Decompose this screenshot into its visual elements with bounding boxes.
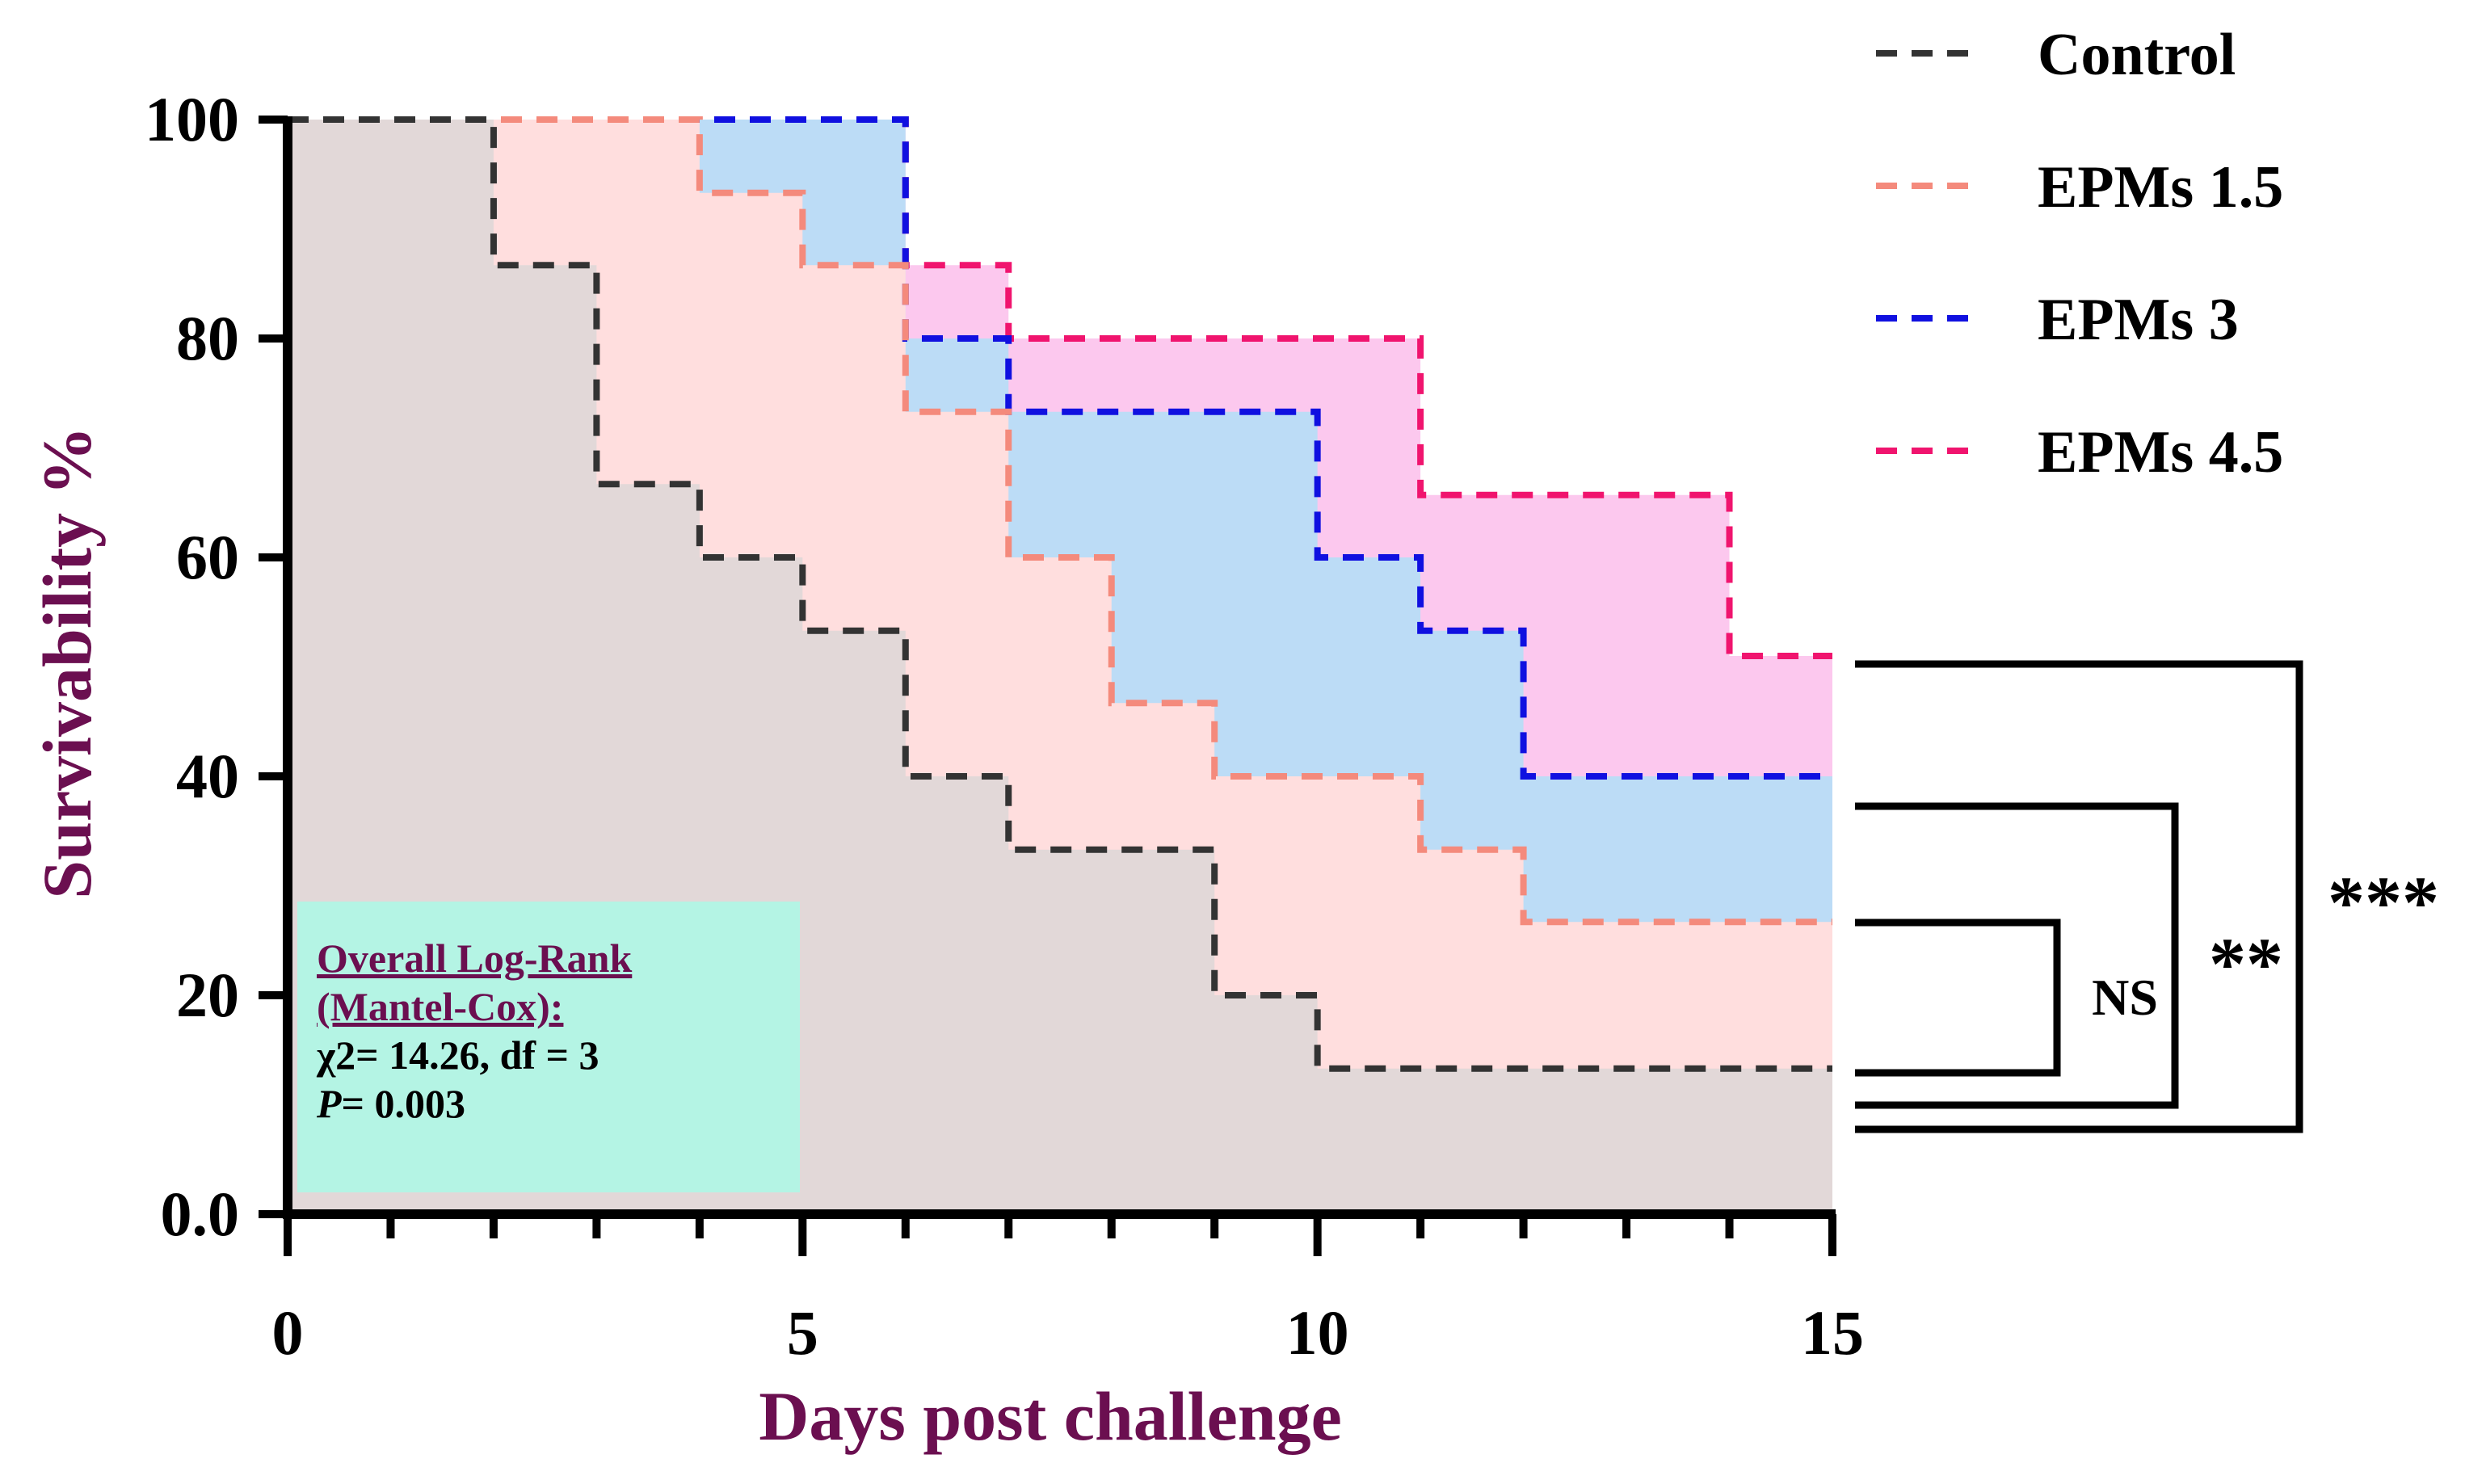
bracket xyxy=(1855,660,2303,1133)
survival-lines xyxy=(288,116,1832,1072)
y-tick-label: 20 xyxy=(176,960,239,1030)
p-value: = 0.003 xyxy=(341,1081,466,1126)
p-label: P xyxy=(317,1081,342,1126)
y-tick-label: 40 xyxy=(176,741,239,811)
significance-label: ** xyxy=(2209,923,2283,1005)
y-tick-label: 80 xyxy=(176,303,239,373)
significance-brackets: NS ***** xyxy=(1855,660,2439,1133)
legend-label: EPMs 4.5 xyxy=(2038,419,2283,486)
bracket xyxy=(1855,802,2179,1109)
stats-p-value-line: P= 0.003 xyxy=(317,1079,800,1128)
legend-label: Control xyxy=(2038,22,2236,88)
stats-chi-square: χ2= 14.26, df = 3 xyxy=(317,1032,599,1078)
y-tick-label: 60 xyxy=(176,522,239,592)
legend-label: EPMs 3 xyxy=(2038,287,2239,353)
bracket xyxy=(1855,919,2061,1077)
significance-label: NS xyxy=(2092,969,2158,1026)
x-tick-label: 15 xyxy=(1801,1297,1864,1368)
legend: Control EPMs 1.5 EPMs 3 EPMs 4.5 xyxy=(1876,22,2283,486)
x-tick-label: 0 xyxy=(272,1297,304,1368)
stats-title-line2: (Mantel-Cox): xyxy=(317,984,564,1029)
stats-title-line1: Overall Log-Rank xyxy=(317,935,633,981)
line-control xyxy=(288,116,1832,1072)
significance-label: *** xyxy=(2328,861,2439,944)
axes xyxy=(259,116,1836,1256)
tick-labels: 0 5 10 15 0.0 20 40 60 80 100 xyxy=(145,84,1864,1368)
y-tick-label: 0.0 xyxy=(161,1179,240,1249)
legend-label: EPMs 1.5 xyxy=(2038,154,2283,221)
y-axis-title: Survivability % xyxy=(28,426,106,898)
y-tick-label: 100 xyxy=(145,84,239,154)
x-axis-title: Days post challenge xyxy=(759,1377,1341,1455)
line-epms-1-5 xyxy=(288,116,1832,926)
log-rank-stats-box: Overall Log-Rank (Mantel-Cox): χ2= 14.26… xyxy=(297,902,800,1192)
x-tick-label: 10 xyxy=(1286,1297,1349,1368)
x-tick-label: 5 xyxy=(787,1297,818,1368)
